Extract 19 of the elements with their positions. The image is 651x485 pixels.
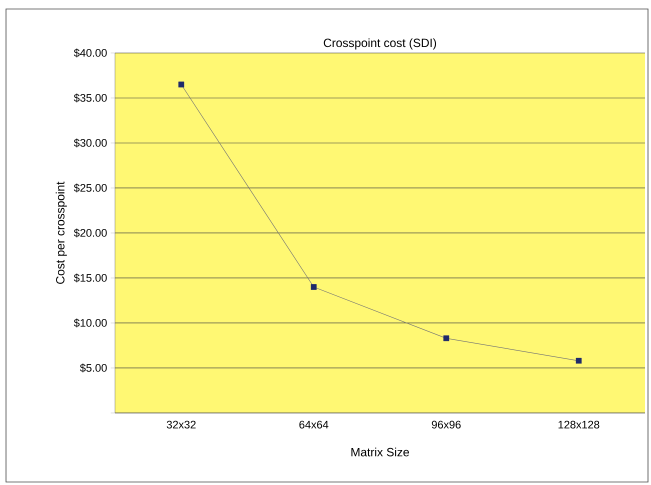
point — [443, 335, 450, 342]
y-tick-label: $40.00 — [74, 48, 107, 58]
y-tick-label: $20.00 — [74, 228, 107, 238]
chart-title: Crosspoint cost (SDI) — [324, 38, 436, 50]
x-tick-label: 64x64 — [299, 420, 328, 429]
point — [310, 284, 317, 290]
y-tick-label: $10.00 — [74, 318, 107, 328]
x-tick-label: 128x128 — [558, 420, 600, 429]
x-axis-title: Matrix Size — [351, 448, 410, 456]
y-tick-label: $5.00 — [80, 364, 107, 372]
y-axis-title: Cost per crosspoint — [56, 182, 67, 284]
y-tick-label: $35.00 — [74, 94, 107, 102]
x-tick-label: 32x32 — [166, 420, 196, 429]
y-tick-label: $25.00 — [74, 184, 107, 192]
point — [178, 82, 184, 88]
x-tick-label: 96x96 — [432, 420, 461, 429]
y-tick-label: $15.00 — [74, 274, 107, 282]
point — [576, 358, 582, 364]
y-tick-label: $30.00 — [74, 138, 107, 148]
